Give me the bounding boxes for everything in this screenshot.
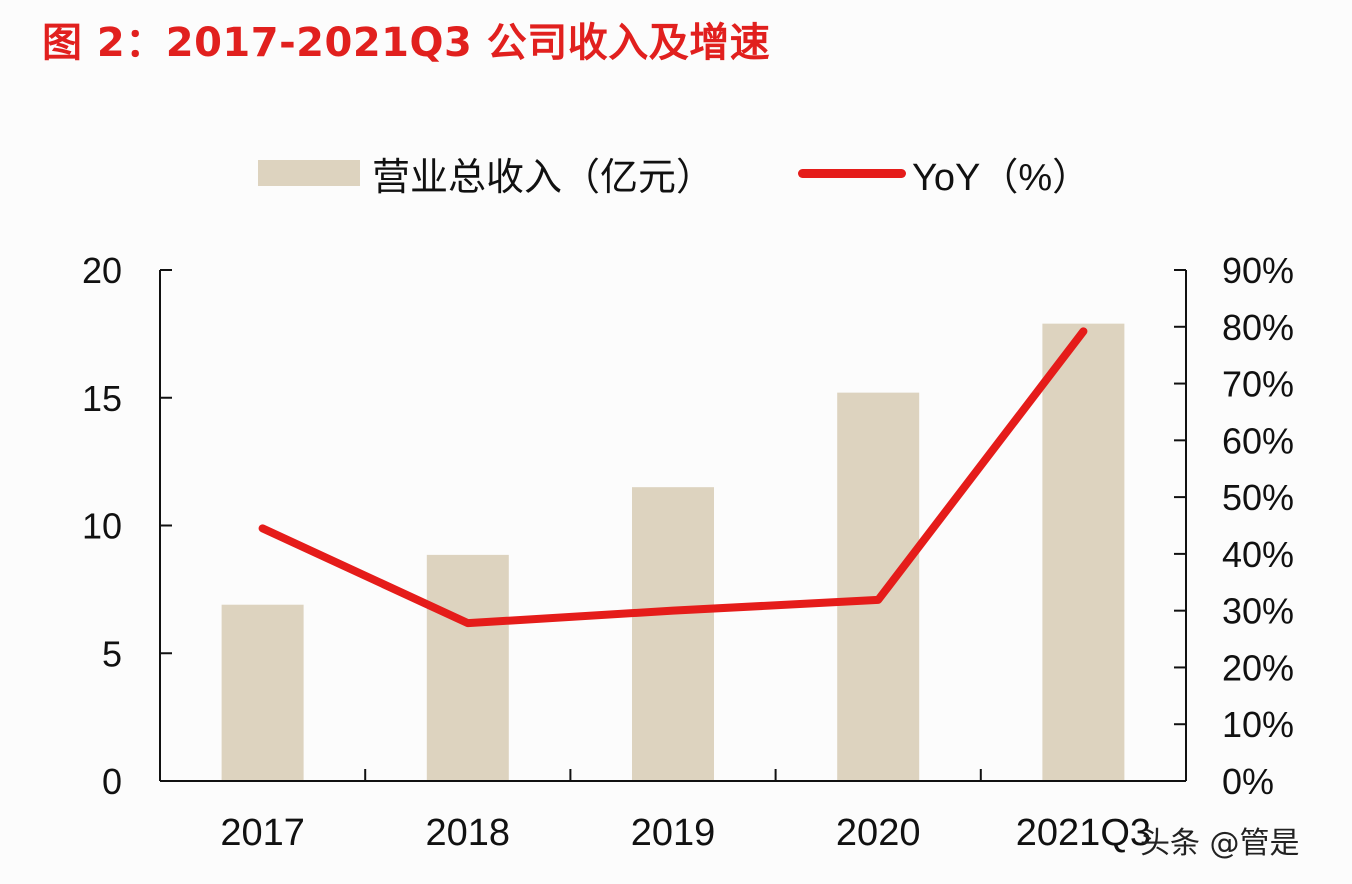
left-tick-label: 10 xyxy=(82,506,122,547)
right-tick-label: 10% xyxy=(1222,704,1294,745)
chart-title: 图 2：2017-2021Q3 公司收入及增速 xyxy=(42,20,771,66)
x-category-label: 2020 xyxy=(836,812,921,854)
yoy-line-series xyxy=(258,327,1088,628)
legend: 营业总收入（亿元） YoY（%） xyxy=(258,145,1090,201)
x-category-label: 2021Q3 xyxy=(1016,812,1151,854)
right-tick-label: 80% xyxy=(1222,307,1294,348)
bar-2017 xyxy=(221,604,304,781)
right-tick-label: 90% xyxy=(1222,250,1294,291)
right-tick-label: 30% xyxy=(1222,591,1294,632)
legend-label-revenue: 营业总收入（亿元） xyxy=(372,156,715,199)
bar-series xyxy=(221,323,1125,781)
bar-swatch-icon xyxy=(258,160,360,186)
left-tick-label: 5 xyxy=(102,633,122,674)
line-swatch-icon xyxy=(798,168,907,178)
right-tick-label: 70% xyxy=(1222,364,1294,405)
legend-label-yoy: YoY（%） xyxy=(912,156,1091,199)
legend-item-yoy: YoY（%） xyxy=(798,146,1090,201)
watermark: 头条 @管是 xyxy=(1140,826,1300,861)
left-tick-label: 20 xyxy=(82,250,122,291)
axes xyxy=(159,269,1187,782)
bar-2020 xyxy=(837,392,920,781)
left-tick-label: 15 xyxy=(82,378,122,419)
right-tick-label: 0% xyxy=(1222,761,1274,802)
right-tick-label: 20% xyxy=(1222,647,1294,688)
legend-item-revenue: 营业总收入（亿元） xyxy=(258,146,714,201)
right-tick-label: 60% xyxy=(1222,420,1294,461)
bar-2019 xyxy=(632,487,714,781)
bar-2021Q3 xyxy=(1042,323,1125,781)
x-category-label: 2018 xyxy=(426,812,511,854)
right-tick-label: 40% xyxy=(1222,534,1294,575)
right-tick-label: 50% xyxy=(1222,477,1294,518)
left-tick-label: 0 xyxy=(102,761,122,802)
axis-labels: 0 5 10 15 20 0% 10% 20% 30% 40% 50% 60% 70% 80% 90% 201… xyxy=(82,250,1294,854)
x-category-label: 2019 xyxy=(631,812,716,854)
bar-2018 xyxy=(426,554,509,781)
yoy-line xyxy=(258,327,1088,628)
x-category-label: 2017 xyxy=(220,812,305,854)
